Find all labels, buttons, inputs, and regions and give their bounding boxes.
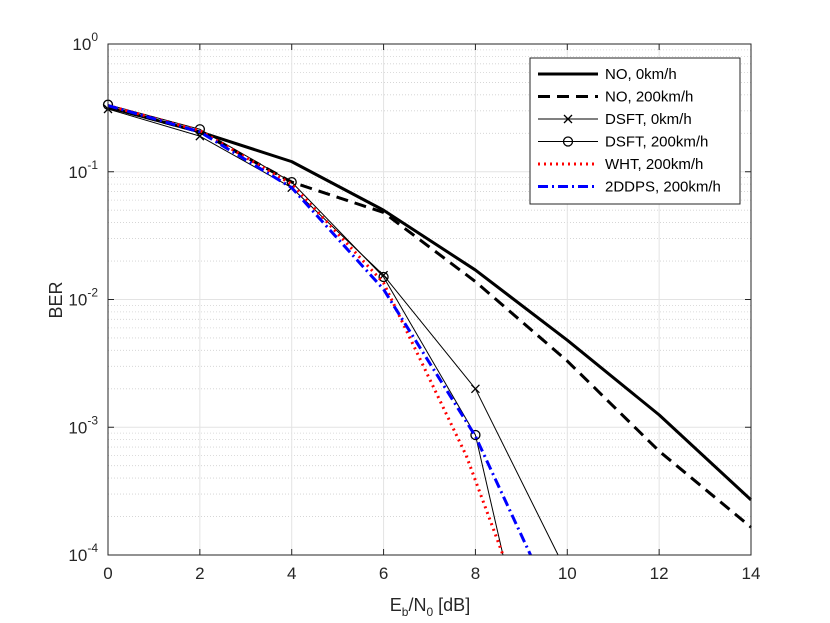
- marker-circle: [378, 271, 389, 283]
- series-line: [107, 104, 505, 556]
- marker-x: [470, 384, 480, 394]
- legend-label: NO, 0km/h: [605, 66, 677, 83]
- x-tick-label: 12: [650, 564, 669, 583]
- legend-label: NO, 200km/h: [605, 89, 693, 106]
- series-line: [107, 108, 559, 556]
- marker-circle: [562, 136, 574, 147]
- legend-label: WHT, 200km/h: [605, 156, 703, 173]
- ticks: 0 2 4 6 8 10 12 14 100 10-1 10-2 10-3 10-4: [68, 30, 760, 583]
- legend-label: DSFT, 0km/h: [605, 111, 692, 128]
- series-0: [107, 105, 753, 501]
- y-tick-label: 10-4: [68, 541, 98, 565]
- x-tick-label: 6: [379, 564, 388, 583]
- x-tick-label: 4: [287, 564, 296, 583]
- legend-label: DSFT, 200km/h: [605, 134, 708, 151]
- x-tick-label: 0: [103, 564, 112, 583]
- legend-label: 2DDPS, 200km/h: [605, 179, 721, 196]
- y-tick-label: 10-1: [68, 158, 98, 182]
- marker-circle: [470, 429, 481, 441]
- y-tick-label: 10-3: [68, 413, 98, 437]
- legend: NO, 0km/h NO, 200km/h DSFT, 0km/h DSFT, 200…: [529, 57, 741, 205]
- y-tick-label: 10-2: [68, 286, 98, 310]
- marker-x: [563, 114, 573, 124]
- y-tick-label: 100: [72, 30, 98, 54]
- series-4: [107, 104, 505, 556]
- x-tick-label: 2: [195, 564, 204, 583]
- x-tick-label: 8: [471, 564, 480, 583]
- x-tick-label: 10: [558, 564, 577, 583]
- legend-box: [529, 57, 741, 205]
- x-axis-title: Eb/N0 [dB]: [390, 595, 470, 619]
- series-line: [107, 104, 532, 556]
- x-tick-label: 14: [742, 564, 761, 583]
- y-axis-title: BER: [46, 281, 66, 318]
- series-line: [107, 105, 753, 501]
- series-5: [107, 104, 532, 556]
- series-group: [102, 99, 753, 556]
